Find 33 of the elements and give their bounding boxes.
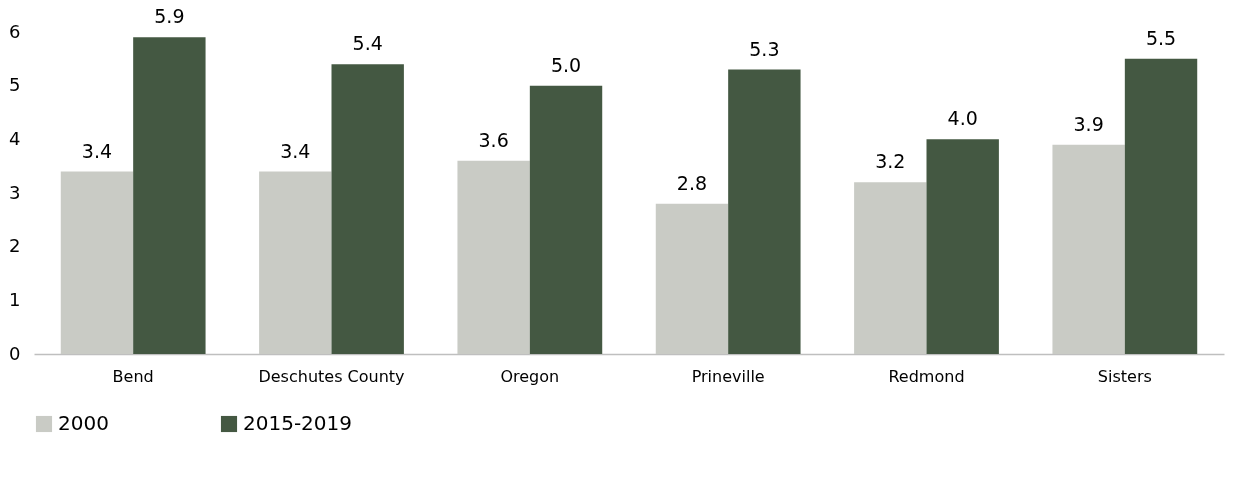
x-tick-label: Deschutes County — [258, 366, 405, 386]
data-label: 3.4 — [81, 139, 113, 162]
data-label: 5.0 — [550, 53, 582, 76]
bar — [331, 64, 404, 354]
data-label: 3.4 — [280, 139, 311, 162]
bar — [529, 85, 603, 354]
data-label: 5.9 — [154, 5, 185, 28]
bar — [1124, 58, 1198, 354]
y-tick-label: 2 — [9, 235, 21, 257]
y-tick-label: 5 — [9, 74, 21, 96]
bar — [728, 69, 801, 354]
data-label: 5.5 — [1145, 26, 1177, 49]
x-tick-label: Bend — [112, 366, 154, 386]
data-label: 4.0 — [947, 107, 978, 130]
y-tick-label: 1 — [9, 288, 21, 310]
y-tick-label: 0 — [9, 342, 21, 364]
data-label: 3.6 — [478, 128, 509, 151]
y-tick-label: 6 — [9, 20, 21, 42]
y-tick-label: 3 — [9, 181, 21, 203]
x-tick-label: Prineville — [691, 366, 765, 386]
bar — [133, 37, 206, 354]
data-label: 3.9 — [1073, 112, 1104, 135]
legend-label: 2000 — [58, 411, 109, 435]
data-label: 2.8 — [676, 171, 708, 194]
x-tick-label: Redmond — [888, 366, 965, 386]
bar — [926, 139, 999, 354]
y-tick-label: 4 — [9, 127, 21, 149]
data-label: 5.3 — [749, 37, 780, 60]
data-label: 3.2 — [875, 150, 906, 173]
data-label: 5.4 — [352, 32, 383, 55]
x-tick-label: Sisters — [1097, 366, 1152, 386]
x-tick-label: Oregon — [500, 366, 560, 386]
legend-label: 2015-2019 — [243, 411, 353, 435]
